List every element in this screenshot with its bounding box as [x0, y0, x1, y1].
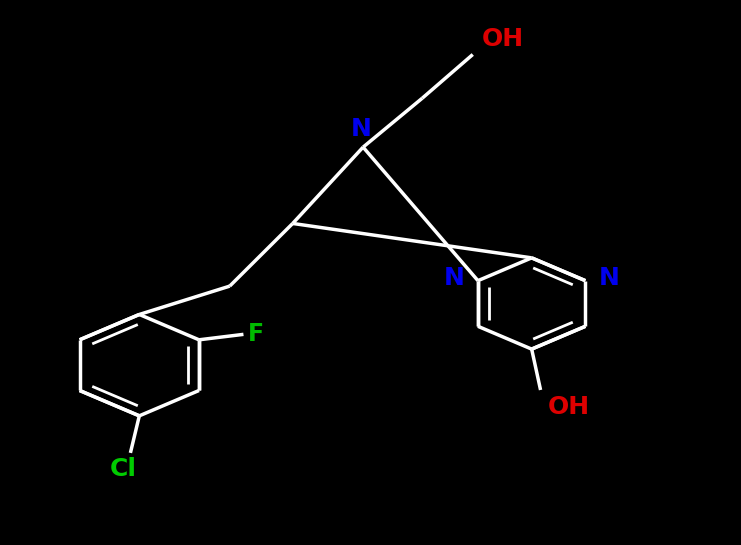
Text: N: N: [599, 266, 619, 290]
Text: N: N: [444, 266, 465, 290]
Text: N: N: [351, 117, 372, 141]
Text: Cl: Cl: [110, 457, 136, 481]
Text: OH: OH: [482, 27, 524, 51]
Text: F: F: [248, 322, 264, 347]
Text: OH: OH: [548, 396, 590, 420]
